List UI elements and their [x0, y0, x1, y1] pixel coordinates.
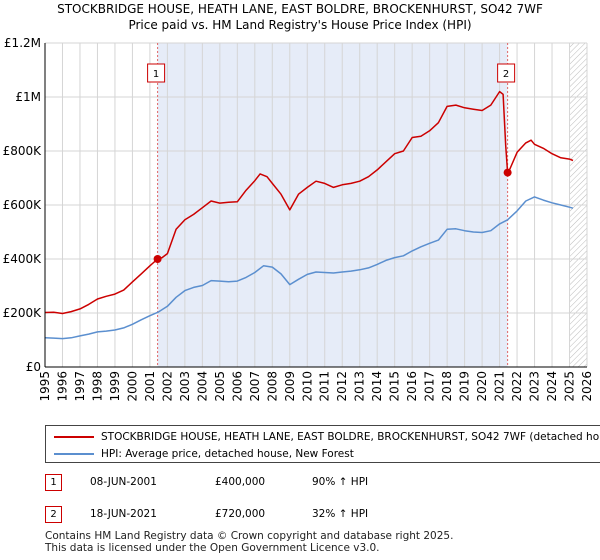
legend-label-property: STOCKBRIDGE HOUSE, HEATH LANE, EAST BOLD… — [101, 431, 600, 443]
sale-number-badge: 1 — [45, 474, 62, 491]
x-tick-label: 2002 — [160, 371, 174, 402]
x-tick-label: 2021 — [493, 371, 507, 402]
x-tick-label: 1998 — [90, 371, 104, 402]
sale-hpi-change: 32% ↑ HPI — [312, 508, 369, 520]
legend-swatch-blue — [54, 453, 94, 455]
series-line-property — [44, 90, 574, 315]
y-tick-label: £0 — [26, 360, 41, 374]
y-tick-label: £1.2M — [4, 36, 41, 50]
chart-subtitle: Price paid vs. HM Land Registry's House … — [128, 18, 471, 32]
x-tick-label: 2016 — [405, 371, 419, 402]
chart-title: STOCKBRIDGE HOUSE, HEATH LANE, EAST BOLD… — [57, 2, 543, 16]
x-tick-label: 2020 — [475, 371, 489, 402]
sale-label-number: 1 — [153, 69, 159, 80]
sale-price: £720,000 — [215, 508, 266, 520]
sale-number-badge: 2 — [45, 506, 62, 523]
sale-point — [503, 168, 512, 177]
footer-licence: This data is licensed under the Open Gov… — [45, 542, 380, 554]
sale-price: £400,000 — [215, 476, 266, 488]
x-tick-label: 2006 — [230, 371, 244, 402]
sale-label-number: 2 — [503, 69, 509, 80]
x-tick-label: 2022 — [510, 371, 524, 402]
x-tick-label: 2014 — [370, 371, 384, 402]
x-tick-label: 2011 — [318, 371, 332, 402]
x-tick-label: 2003 — [178, 371, 192, 402]
y-tick-label: £800K — [3, 144, 43, 158]
x-tick-label: 2005 — [213, 371, 227, 402]
x-tick-label: 2000 — [125, 371, 139, 402]
sale-date: 08-JUN-2001 — [90, 476, 157, 488]
footer: Contains HM Land Registry data © Crown c… — [45, 530, 453, 554]
x-tick-label: 2012 — [335, 371, 349, 402]
x-tick-label: 2009 — [283, 371, 297, 402]
legend: STOCKBRIDGE HOUSE, HEATH LANE, EAST BOLD… — [45, 425, 600, 463]
sale-date: 18-JUN-2021 — [90, 508, 157, 520]
x-tick-label: 2015 — [388, 371, 402, 402]
y-tick-label: £400K — [3, 252, 43, 266]
sale-point — [153, 255, 162, 263]
footer-copyright: Contains HM Land Registry data © Crown c… — [45, 530, 454, 542]
x-tick-label: 2007 — [248, 371, 262, 402]
x-tick-label: 2025 — [563, 371, 577, 402]
y-tick-label: £600K — [3, 198, 43, 212]
x-tick-label: 2023 — [528, 371, 542, 402]
x-tick-label: 1995 — [38, 371, 52, 402]
sale-label-box — [497, 63, 516, 83]
x-tick-label: 2008 — [265, 371, 279, 402]
x-tick-label: 2001 — [143, 371, 157, 402]
x-tick-label: 2004 — [195, 371, 209, 402]
y-tick-label: £200K — [3, 306, 43, 320]
series-line-hpi — [44, 196, 574, 340]
x-tick-label: 2017 — [423, 371, 437, 402]
x-tick-label: 2013 — [353, 371, 367, 402]
x-tick-label: 2010 — [300, 371, 314, 402]
x-tick-label: 1997 — [73, 371, 87, 402]
x-tick-label: 2026 — [580, 371, 594, 402]
x-tick-label: 1996 — [55, 371, 69, 402]
y-tick-label: £1M — [15, 90, 41, 104]
x-tick-label: 2018 — [440, 371, 454, 402]
x-tick-label: 2024 — [545, 371, 559, 402]
legend-swatch-red — [54, 436, 94, 438]
sale-hpi-change: 90% ↑ HPI — [312, 476, 369, 488]
legend-label-hpi: HPI: Average price, detached house, New … — [101, 448, 354, 460]
price-chart: STOCKBRIDGE HOUSE, HEATH LANE, EAST BOLD… — [3, 2, 594, 402]
x-tick-label: 1999 — [108, 371, 122, 402]
sale-label-box — [147, 63, 166, 83]
x-tick-label: 2019 — [458, 371, 472, 402]
